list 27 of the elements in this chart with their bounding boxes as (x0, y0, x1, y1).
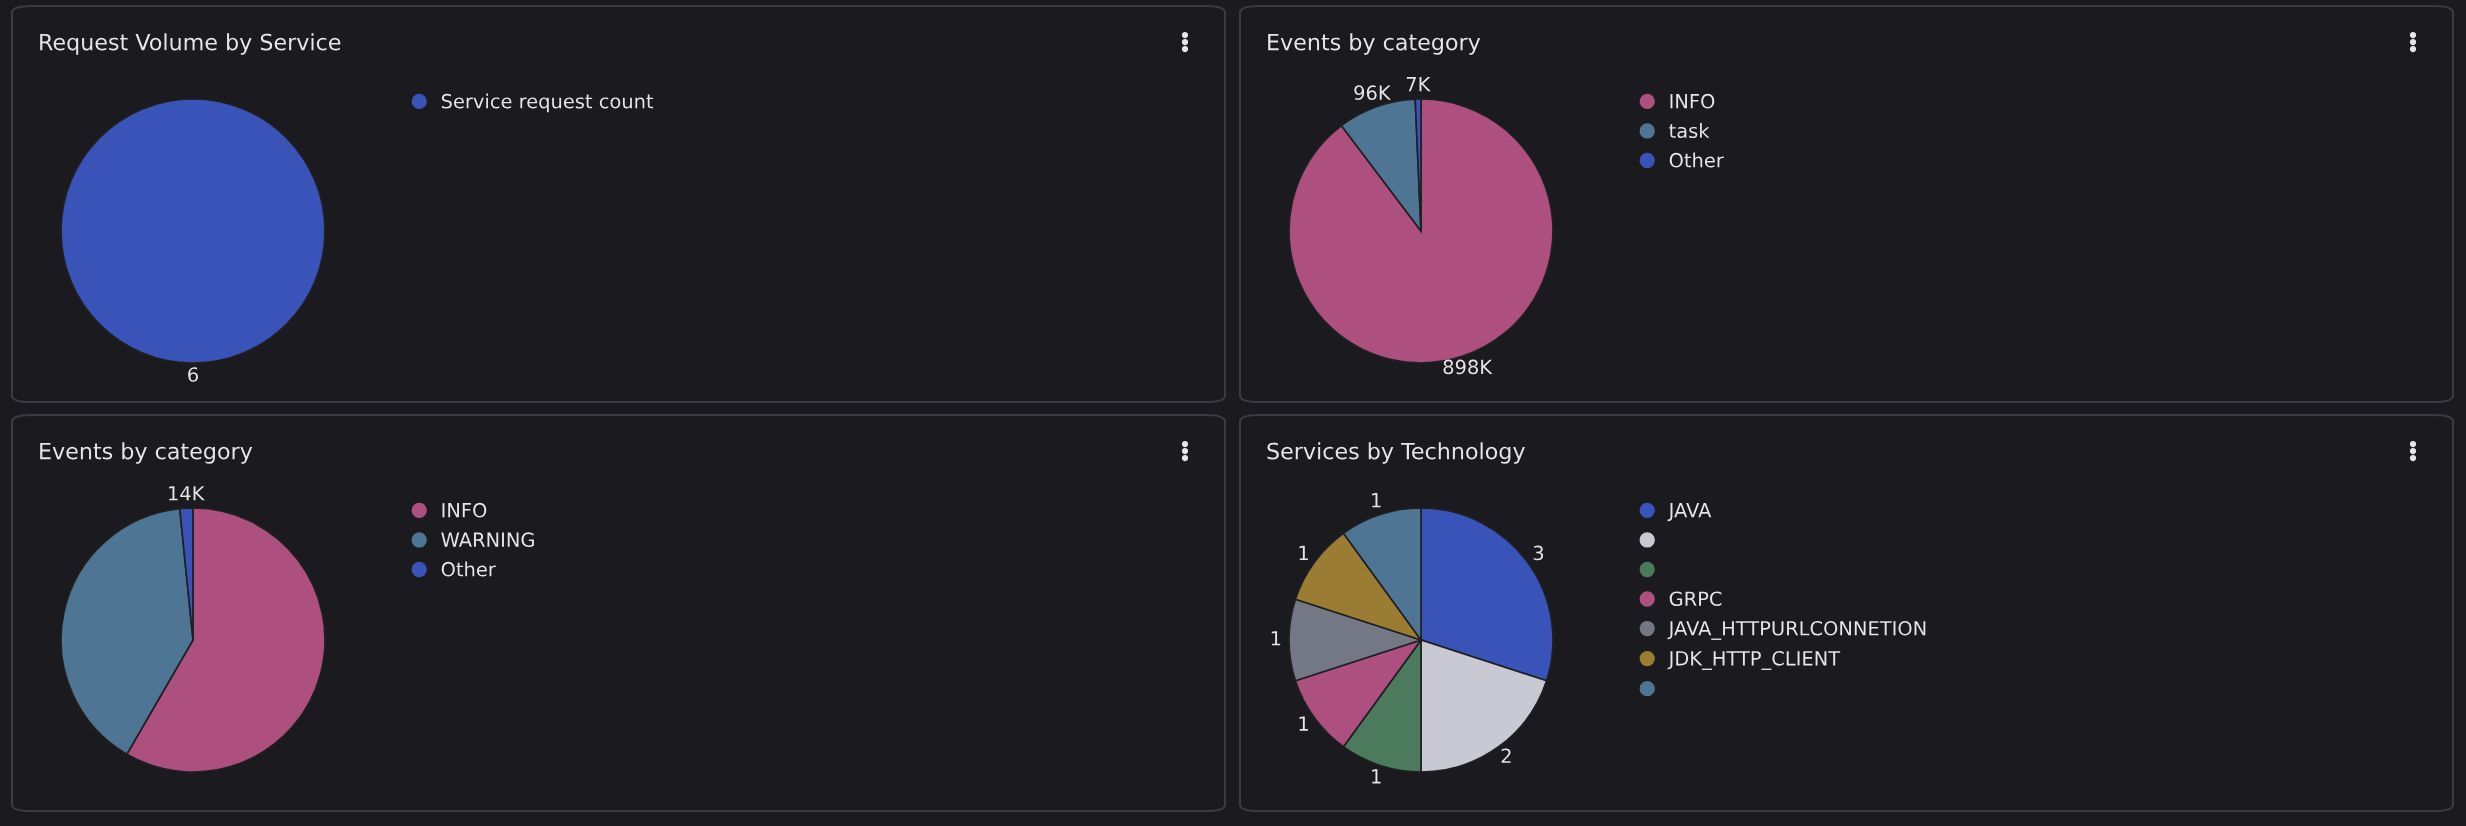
data-label: 1 (1299, 545, 1308, 561)
data-label: 898K (1443, 359, 1493, 375)
legend-label: GRPC (1669, 591, 1722, 607)
chart-title: Events by category (40, 442, 253, 464)
chart-title: Events by category (1268, 33, 1481, 55)
data-label: 3 (1533, 545, 1544, 561)
legend-label: INFO (1670, 93, 1715, 109)
legend-label: WARNING (441, 532, 534, 548)
chart-title: Services by Technology (1267, 442, 1525, 464)
data-label: 2 (1501, 748, 1511, 763)
legend-label: Service request count (441, 93, 654, 113)
legend-label: JAVA_HTTPURLCONNETION (1667, 620, 1926, 640)
chart-title: Request Volume by Service (40, 33, 341, 55)
data-label: 1 (1299, 716, 1308, 731)
legend-label: Other (441, 561, 496, 577)
legend-label: JAVA (1667, 503, 1712, 522)
data-label: 7K (1406, 77, 1431, 92)
legend-label: JDK_HTTP_CLIENT (1667, 650, 1841, 670)
legend-label: task (1669, 123, 1710, 139)
data-label: 14K (169, 486, 205, 501)
legend-label: Other (1669, 152, 1724, 168)
data-label: 1 (1372, 493, 1381, 508)
data-label: 1 (1372, 769, 1381, 784)
data-label: 6 (188, 367, 198, 382)
data-label: 1 (1271, 631, 1281, 646)
data-label: 96K (1354, 85, 1392, 101)
legend-label: INFO (442, 502, 487, 518)
